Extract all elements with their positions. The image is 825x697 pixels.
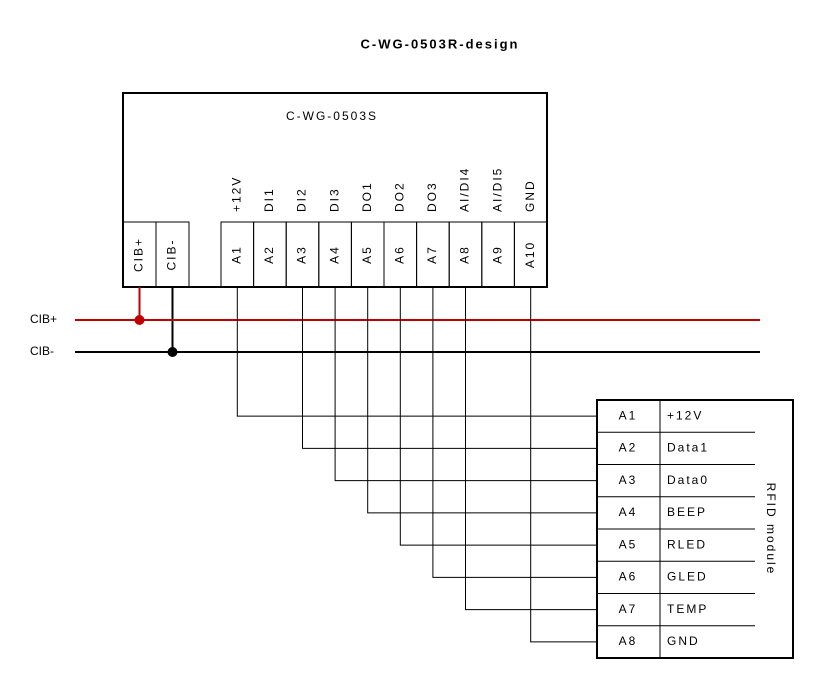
wire	[432, 287, 597, 578]
rfid-pin: A2	[619, 441, 638, 455]
rfid-title: RFID module	[764, 483, 778, 576]
signal-label: GND	[523, 179, 537, 212]
wire	[367, 287, 597, 514]
wire	[334, 287, 597, 482]
terminal-label: A8	[458, 245, 472, 264]
signal-label: DO1	[360, 181, 374, 212]
rfid-signal: GND	[667, 634, 700, 648]
rfid-pin: A7	[619, 602, 638, 616]
terminal-label: A5	[360, 245, 374, 264]
rfid-pin: A4	[619, 505, 638, 519]
wire	[302, 287, 597, 449]
signal-label: AI/DI4	[458, 167, 472, 212]
rfid-signal: TEMP	[667, 602, 708, 616]
rfid-signal: Data1	[667, 441, 709, 455]
rfid-signal: BEEP	[667, 505, 707, 519]
terminal-label: A9	[490, 245, 504, 264]
rfid-signal: GLED	[667, 570, 708, 584]
rfid-pin: A5	[619, 537, 638, 551]
terminal-label: A4	[327, 245, 341, 264]
wire	[530, 287, 597, 643]
terminal-label: A3	[295, 245, 309, 264]
rfid-pin: A3	[619, 473, 638, 487]
terminal-label: A7	[425, 245, 439, 264]
terminal-label: CIB+	[132, 237, 146, 272]
rfid-pin: A6	[619, 570, 638, 584]
terminal-label: CIB-	[165, 239, 179, 271]
signal-label: DO3	[425, 181, 439, 212]
signal-label: DI1	[262, 187, 276, 212]
bus-label: CIB-	[30, 344, 54, 358]
signal-label: +12V	[229, 176, 243, 212]
terminal-label: A2	[262, 245, 276, 264]
signal-label: DI2	[295, 187, 309, 212]
rfid-signal: RLED	[667, 537, 707, 551]
signal-label: DO2	[392, 181, 406, 212]
rfid-pin: A8	[619, 634, 638, 648]
title: C-WG-0503R-design	[361, 36, 520, 51]
wire	[465, 287, 597, 611]
terminal-label: A1	[229, 245, 243, 264]
terminal-label: A6	[392, 245, 406, 264]
bus-label: CIB+	[30, 312, 57, 326]
wire	[236, 287, 597, 417]
wire	[399, 287, 597, 546]
signal-label: DI3	[327, 187, 341, 212]
rfid-signal: Data0	[667, 473, 709, 487]
rfid-pin: A1	[619, 408, 638, 422]
terminal-label: A10	[523, 241, 537, 268]
rfid-signal: +12V	[667, 408, 703, 422]
signal-label: AI/DI5	[490, 167, 504, 212]
module-label: C-WG-0503S	[286, 109, 378, 123]
